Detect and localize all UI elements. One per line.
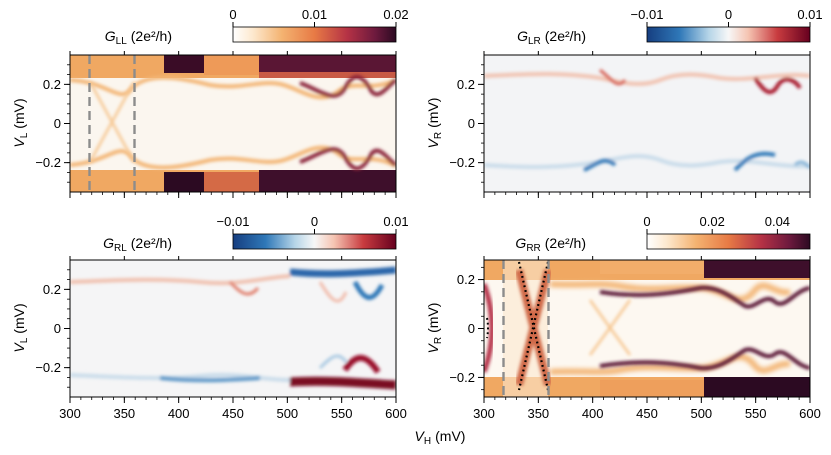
grr-heatmap [484,260,810,397]
shared-xlabel: VH (mV) [415,428,466,447]
grr-xtick-label: 300 [473,406,495,421]
grl-xtick-label: 450 [222,406,244,421]
grl-xtick-label: 300 [59,406,81,421]
panel-grl: 300 350 400 450 500 550 600 −0.2 0 0.2 −0.01 0 0.01… [11,214,409,421]
gll-ytick-label: 0.2 [43,77,61,92]
grl-cb-tick-label: 0 [311,214,318,229]
gll-heatmap [70,55,396,192]
panel-grr: 300 350 400 450 500 550 600−0.200.2 0 0.02 0.04 … [425,214,821,421]
glr-colorbar: −0.01 0 0.01 [631,7,823,43]
grr-xtick-label: 450 [636,406,658,421]
gll-cb-tick-label: 0.01 [302,7,327,22]
glr-cb-tick-label: −0.01 [631,7,664,22]
glr-ytick-label: −0.2 [449,155,475,170]
grl-axes: 300 350 400 450 500 550 600 −0.2 0 0.2 [35,256,407,421]
grr-ytick-label: 0.2 [457,272,475,287]
glr-colorbar-gradient [646,26,811,43]
gll-colorbar: 0 0.01 0.02 [229,7,409,43]
grl-xtick-label: 400 [168,406,190,421]
panel-gll: −0.2 0 0.2 0 0.01 0.02 GLL (2e²/h) VL(mV) [11,7,409,198]
grl-ytick-label: 0 [54,321,61,336]
glr-cb-tick-label: 0 [725,7,732,22]
grl-xtick-label: 600 [385,406,407,421]
grl-colorbar-gradient [232,233,397,250]
gll-axes: −0.2 0 0.2 [35,51,397,198]
glr-ytick-label: 0.2 [457,77,475,92]
grr-ylabel: VR(mV) [425,303,444,354]
glr-ylabel: VR(mV) [425,98,444,149]
glr-heatmap [484,55,810,192]
grr-xtick-label: 550 [745,406,767,421]
glr-axes: −0.2 0 0.2 [449,51,811,198]
glr-ytick-label: 0 [468,116,475,131]
grr-colorbar-gradient [646,233,811,250]
grr-cb-tick-label: 0.04 [765,214,790,229]
grl-ytick-label: 0.2 [43,282,61,297]
grr-xtick-label: 600 [799,406,821,421]
grl-cb-tick-label: 0.01 [383,214,408,229]
grl-heatmap [70,260,396,397]
grr-cb-tick-label: 0 [643,214,650,229]
gll-cb-tick-label: 0 [229,7,236,22]
gll-ylabel: VL(mV) [11,98,30,147]
grl-cb-tick-label: −0.01 [217,214,250,229]
grl-ylabel: VL(mV) [11,303,30,352]
grl-colorbar: −0.01 0 0.01 [217,214,409,250]
glr-title: GLR (2e²/h) [517,28,586,47]
grl-xtick-label: 550 [331,406,353,421]
grr-cb-tick-label: 0.02 [700,214,725,229]
grl-xtick-label: 350 [113,406,135,421]
grr-colorbar: 0 0.02 0.04 [643,214,811,250]
gll-colorbar-gradient [232,26,397,43]
gll-ytick-label: −0.2 [35,155,61,170]
grl-ytick-label: −0.2 [35,360,61,375]
grr-ytick-label: 0 [468,321,475,336]
grr-xtick-label: 350 [527,406,549,421]
gll-ytick-label: 0 [54,116,61,131]
grr-xtick-label: 500 [690,406,712,421]
grr-title: GRR (2e²/h) [515,235,586,254]
gll-title: GLL (2e²/h) [105,28,172,47]
panel-glr: −0.2 0 0.2 −0.01 0 0.01 GLR (2e²/h) VR(mV) [425,7,823,198]
gll-cb-tick-label: 0.02 [383,7,408,22]
grl-title: GRL (2e²/h) [103,235,172,254]
grr-ytick-label: −0.2 [449,370,475,385]
grr-xtick-label: 400 [582,406,604,421]
grr-axes: 300 350 400 450 500 550 600 −0.2 0 0.2 [449,256,821,421]
grl-xtick-label: 500 [276,406,298,421]
glr-cb-tick-label: 0.01 [797,7,822,22]
